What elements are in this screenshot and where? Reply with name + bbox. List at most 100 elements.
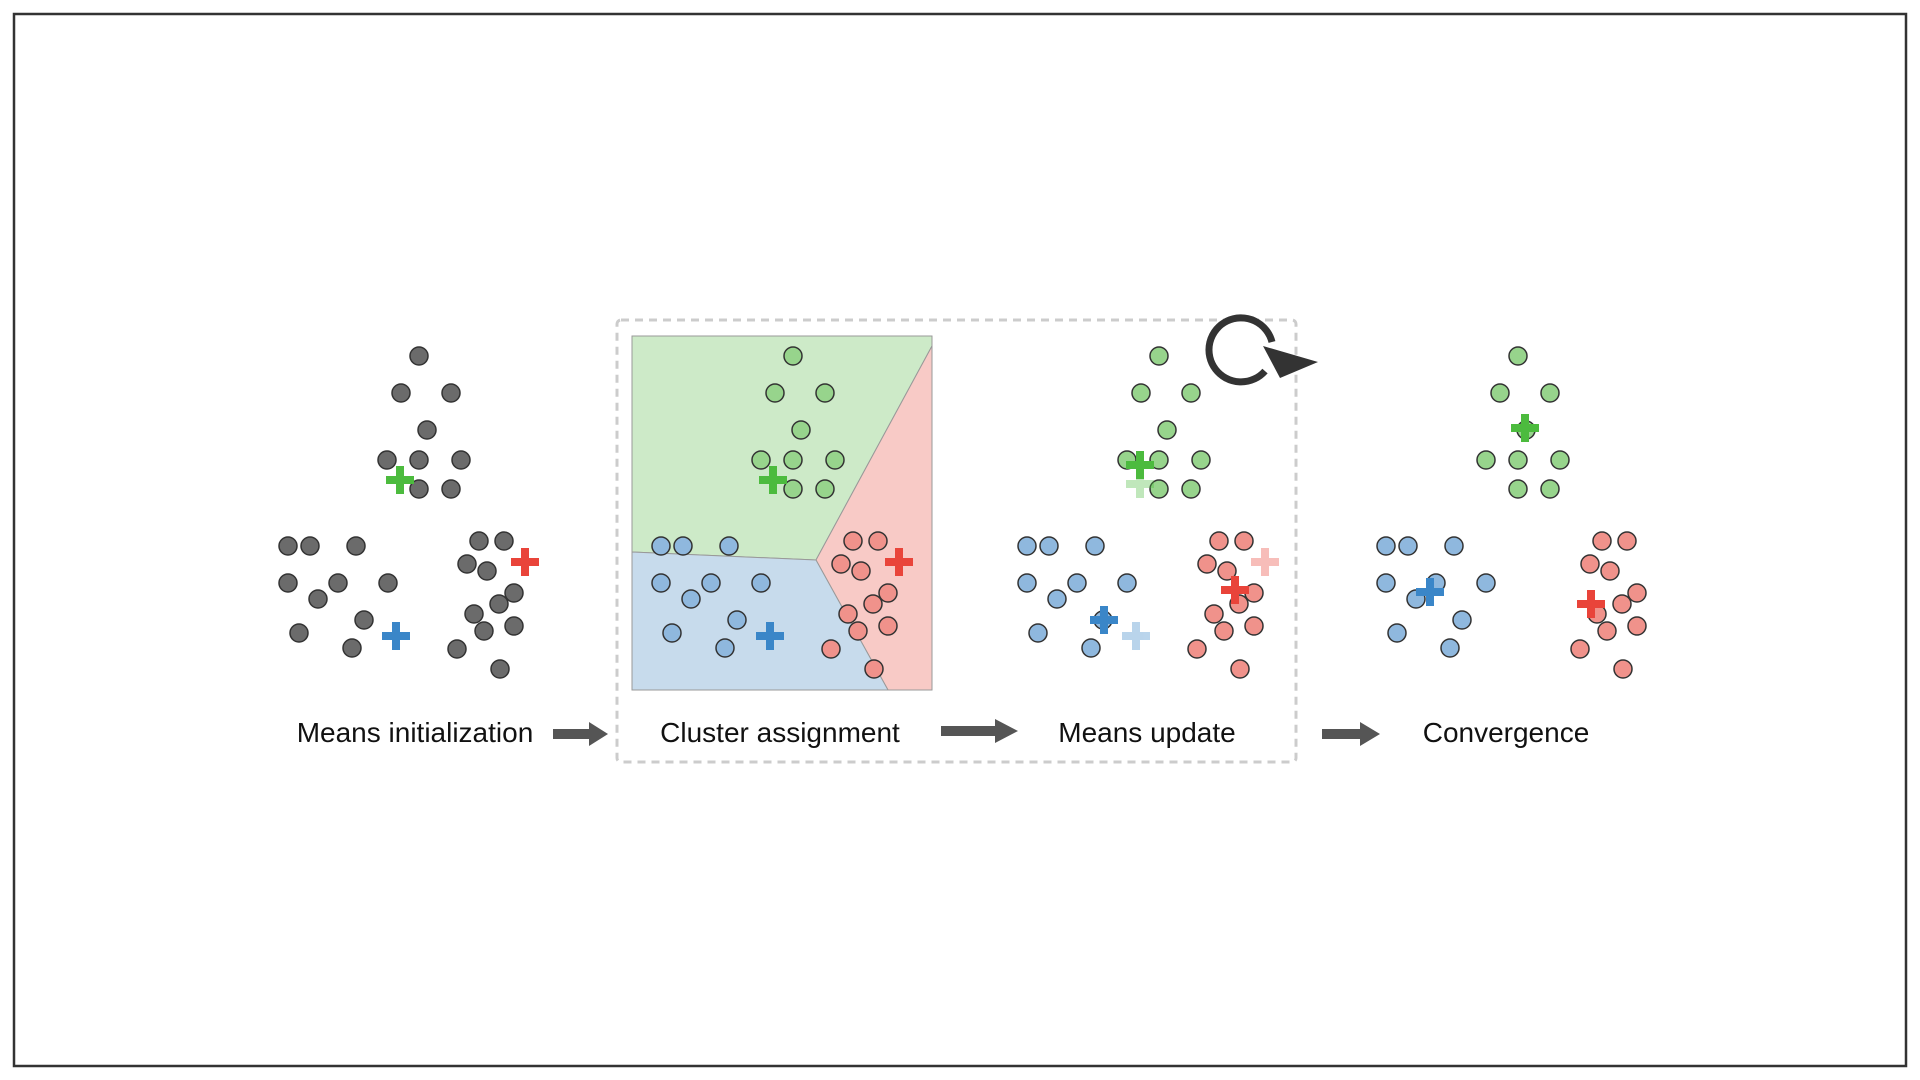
data-point-red — [1592, 531, 1612, 551]
stage-label-assign: Cluster assignment — [660, 717, 900, 748]
data-point-gray — [417, 420, 437, 440]
data-point-blue — [715, 638, 735, 658]
loop-arrow-icon — [1205, 314, 1318, 386]
data-point-red — [1612, 594, 1632, 614]
plus-icon — [1251, 548, 1279, 576]
data-point-gray — [409, 346, 429, 366]
plus-icon — [386, 466, 414, 494]
data-point-red — [1230, 659, 1250, 679]
data-point-blue — [1476, 573, 1496, 593]
data-point-blue — [719, 536, 739, 556]
data-point-gray — [278, 536, 298, 556]
data-point-red — [1234, 531, 1254, 551]
data-point-blue — [681, 589, 701, 609]
data-point-red — [851, 561, 871, 581]
data-point-red — [1613, 659, 1633, 679]
data-point-green — [1540, 383, 1560, 403]
data-point-blue — [651, 536, 671, 556]
plus-icon — [382, 622, 410, 650]
data-point-green — [1508, 450, 1528, 470]
plus-icon — [1090, 606, 1118, 634]
data-point-blue — [751, 573, 771, 593]
data-point-green — [1181, 383, 1201, 403]
data-point-blue — [651, 573, 671, 593]
data-point-gray — [391, 383, 411, 403]
data-point-blue — [1085, 536, 1105, 556]
data-point-gray — [504, 583, 524, 603]
data-point-gray — [441, 479, 461, 499]
data-point-red — [1597, 621, 1617, 641]
data-point-gray — [289, 623, 309, 643]
data-point-gray — [474, 621, 494, 641]
data-point-blue — [1398, 536, 1418, 556]
plus-icon — [1577, 590, 1605, 618]
data-point-red — [1244, 616, 1264, 636]
data-point-red — [878, 583, 898, 603]
stage-label-update: Means update — [1058, 717, 1235, 748]
data-point-blue — [1039, 536, 1059, 556]
data-point-red — [1209, 531, 1229, 551]
data-point-red — [1204, 604, 1224, 624]
plus-icon — [885, 548, 913, 576]
data-point-gray — [464, 604, 484, 624]
data-point-green — [1550, 450, 1570, 470]
data-point-blue — [1117, 573, 1137, 593]
data-point-red — [1627, 583, 1647, 603]
plus-icon — [1126, 470, 1154, 498]
data-point-green — [815, 479, 835, 499]
plus-icon — [756, 622, 784, 650]
data-point-green — [1508, 346, 1528, 366]
data-point-gray — [494, 531, 514, 551]
data-point-green — [1508, 479, 1528, 499]
data-point-gray — [447, 639, 467, 659]
data-point-red — [1627, 616, 1647, 636]
data-point-green — [783, 450, 803, 470]
points-layer — [278, 346, 1647, 679]
data-point-gray — [378, 573, 398, 593]
data-point-green — [1490, 383, 1510, 403]
data-point-gray — [308, 589, 328, 609]
data-point-red — [821, 639, 841, 659]
data-point-gray — [300, 536, 320, 556]
data-point-gray — [346, 536, 366, 556]
data-point-red — [864, 659, 884, 679]
data-point-green — [751, 450, 771, 470]
plus-icon — [1126, 451, 1154, 479]
data-point-blue — [1444, 536, 1464, 556]
data-point-red — [848, 621, 868, 641]
data-point-red — [838, 604, 858, 624]
data-point-green — [815, 383, 835, 403]
data-point-green — [1149, 346, 1169, 366]
outer-border — [12, 12, 1908, 1068]
data-point-green — [1540, 479, 1560, 499]
stage-label-init: Means initialization — [297, 717, 534, 748]
data-point-gray — [342, 638, 362, 658]
plus-icon — [1122, 622, 1150, 650]
data-point-green — [1476, 450, 1496, 470]
data-point-blue — [673, 536, 693, 556]
data-point-green — [783, 479, 803, 499]
data-point-gray — [328, 573, 348, 593]
data-point-gray — [441, 383, 461, 403]
data-point-gray — [354, 610, 374, 630]
data-point-red — [1197, 554, 1217, 574]
data-point-green — [1149, 450, 1169, 470]
data-point-red — [1580, 554, 1600, 574]
data-point-green — [765, 383, 785, 403]
data-point-gray — [469, 531, 489, 551]
data-point-red — [1217, 561, 1237, 581]
data-point-blue — [1081, 638, 1101, 658]
data-point-green — [783, 346, 803, 366]
right-arrow-icon — [553, 722, 608, 746]
data-point-red — [878, 616, 898, 636]
data-point-gray — [409, 479, 429, 499]
data-point-red — [1214, 621, 1234, 641]
data-point-gray — [477, 561, 497, 581]
data-point-red — [863, 594, 883, 614]
plus-icon — [511, 548, 539, 576]
data-point-gray — [490, 659, 510, 679]
data-point-gray — [489, 594, 509, 614]
data-point-blue — [1028, 623, 1048, 643]
plus-icon — [759, 466, 787, 494]
